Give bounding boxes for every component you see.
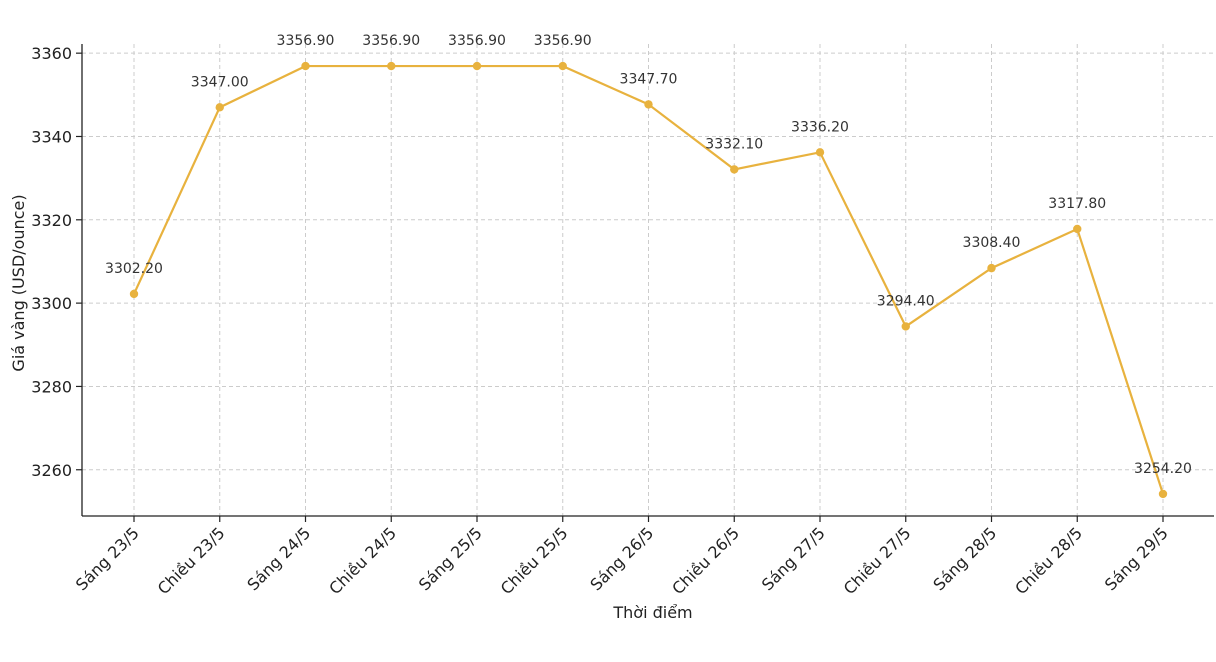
data-label: 3356.90 <box>534 33 592 49</box>
data-label: 3356.90 <box>362 33 420 49</box>
data-label: 3356.90 <box>277 33 335 49</box>
data-point <box>644 100 653 109</box>
y-tick-label: 3340 <box>31 127 72 146</box>
data-label: 3336.20 <box>791 119 849 135</box>
data-point <box>1073 224 1082 234</box>
data-label: 3347.00 <box>191 74 249 90</box>
y-tick-label: 3360 <box>31 44 72 63</box>
data-point <box>129 289 139 299</box>
x-tick-label: Sáng 27/5 <box>758 523 829 594</box>
x-tick-label: Sáng 25/5 <box>415 523 486 594</box>
data-point <box>558 61 567 71</box>
data-point <box>815 148 825 157</box>
y-tick-label: 3320 <box>31 211 72 230</box>
x-tick-label: Chiều 27/5 <box>840 523 915 598</box>
data-point <box>472 61 482 71</box>
x-tick-label: Sáng 28/5 <box>929 523 1000 594</box>
x-tick-label: Chiều 26/5 <box>668 523 743 598</box>
data-label: 3308.40 <box>963 235 1021 251</box>
data-label: 3302.20 <box>105 261 163 277</box>
y-tick-label: 3260 <box>31 461 72 480</box>
data-point <box>301 61 310 71</box>
grid <box>82 44 1214 516</box>
data-point <box>901 322 910 331</box>
x-tick-label: Sáng 26/5 <box>586 523 657 594</box>
data-label: 3332.10 <box>705 136 763 152</box>
x-tick-label: Chiều 24/5 <box>325 523 400 598</box>
x-ticks: Sáng 23/5 Chiều 23/5 Sáng 24/5 Chiều 24/5 Sá… <box>72 516 1172 598</box>
data-point <box>730 165 739 174</box>
x-tick-label: Sáng 23/5 <box>72 523 143 594</box>
y-tick-label: 3300 <box>31 294 72 313</box>
y-tick-label: 3280 <box>31 377 72 396</box>
x-tick-label: Chiều 23/5 <box>154 523 229 598</box>
data-label: 3254.20 <box>1134 461 1192 477</box>
x-axis-title: Thời điểm <box>612 603 692 622</box>
series: 3302.20 3347.00 3356.90 3356.90 3356.90 3356.… <box>105 33 1192 499</box>
data-point <box>1158 489 1168 499</box>
x-tick-label: Chiều 28/5 <box>1011 523 1086 598</box>
data-label: 3294.40 <box>877 293 935 309</box>
data-label: 3317.80 <box>1048 196 1106 212</box>
data-point <box>387 61 396 71</box>
y-ticks: 3260 3280 3300 3320 3340 3360 <box>31 44 82 480</box>
y-axis-title: Giá vàng (USD/ounce) <box>9 194 28 371</box>
x-tick-label: Sáng 24/5 <box>243 523 314 594</box>
x-tick-label: Sáng 29/5 <box>1101 523 1172 594</box>
x-tick-label: Chiều 25/5 <box>497 523 572 598</box>
data-point <box>215 103 224 112</box>
data-label: 3347.70 <box>620 71 678 87</box>
data-label: 3356.90 <box>448 33 506 49</box>
data-point <box>987 263 996 273</box>
